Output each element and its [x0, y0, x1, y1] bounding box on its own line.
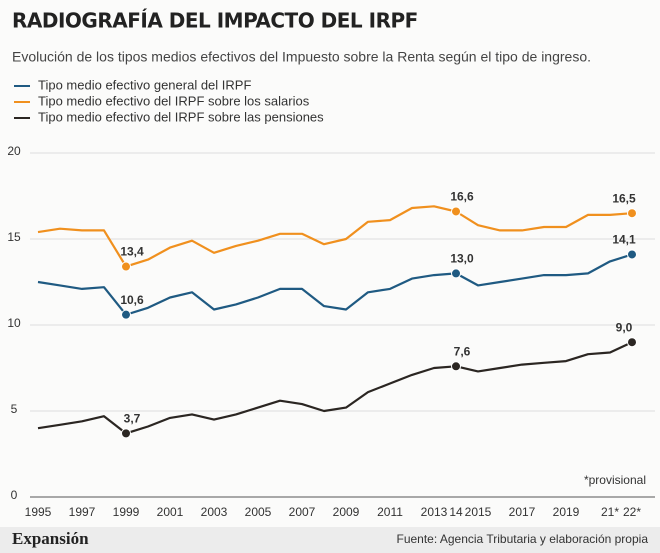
legend-label: Tipo medio efectivo general del IRPF	[38, 77, 251, 92]
x-tick-label: 2005	[245, 505, 272, 519]
point-marker	[627, 337, 637, 348]
y-tick-label: 15	[7, 230, 21, 244]
point-marker	[627, 249, 637, 260]
series-line	[37, 205, 633, 268]
point-marker	[451, 268, 461, 279]
point-marker	[121, 309, 131, 320]
value-label: 7,6	[454, 344, 471, 358]
x-tick-label: 2011	[377, 505, 403, 519]
legend-label: Tipo medio efectivo del IRPF sobre los s…	[38, 93, 310, 108]
x-tick-label: 22*	[623, 505, 641, 519]
brand: Expansión	[12, 529, 89, 548]
series-line	[37, 253, 633, 316]
x-tick-label: 2009	[333, 505, 360, 519]
value-label: 16,5	[612, 191, 636, 205]
x-tick-label: 2003	[201, 505, 228, 519]
point-marker	[627, 208, 637, 219]
series-line	[37, 341, 633, 435]
value-label: 16,6	[450, 190, 474, 204]
value-label: 14,1	[612, 233, 636, 247]
y-tick-label: 5	[11, 402, 18, 416]
legend-label: Tipo medio efectivo del IRPF sobre las p…	[38, 109, 324, 124]
point-marker	[121, 261, 131, 272]
x-tick-label: 2019	[553, 505, 580, 519]
footer-bar	[0, 527, 660, 553]
x-tick-label: 2013	[421, 505, 448, 519]
x-tick-label: 1995	[25, 505, 52, 519]
point-marker	[451, 206, 461, 217]
x-tick-label: 2007	[289, 505, 316, 519]
value-label: 13,0	[450, 252, 474, 266]
point-marker	[121, 428, 131, 439]
chart-title: RADIOGRAFÍA DEL IMPACTO DEL IRPF	[12, 9, 418, 33]
x-tick-label: 2015	[465, 505, 492, 519]
point-marker	[451, 361, 461, 372]
x-tick-label: 1999	[113, 505, 140, 519]
source: Fuente: Agencia Tributaria y elaboración…	[397, 532, 649, 546]
value-label: 9,0	[616, 320, 633, 334]
value-label: 10,6	[120, 293, 144, 307]
x-tick-label: 2001	[157, 505, 184, 519]
y-tick-label: 0	[11, 488, 18, 502]
x-tick-label: 2017	[509, 505, 536, 519]
y-tick-label: 20	[7, 144, 21, 158]
y-tick-label: 10	[7, 316, 21, 330]
x-tick-label: 21*	[601, 505, 619, 519]
value-label: 3,7	[124, 412, 141, 426]
note: *provisional	[584, 473, 646, 487]
x-tick-label: 14	[449, 505, 463, 519]
x-tick-label: 1997	[69, 505, 96, 519]
chart-subtitle: Evolución de los tipos medios efectivos …	[12, 49, 591, 65]
value-label: 13,4	[120, 245, 144, 259]
